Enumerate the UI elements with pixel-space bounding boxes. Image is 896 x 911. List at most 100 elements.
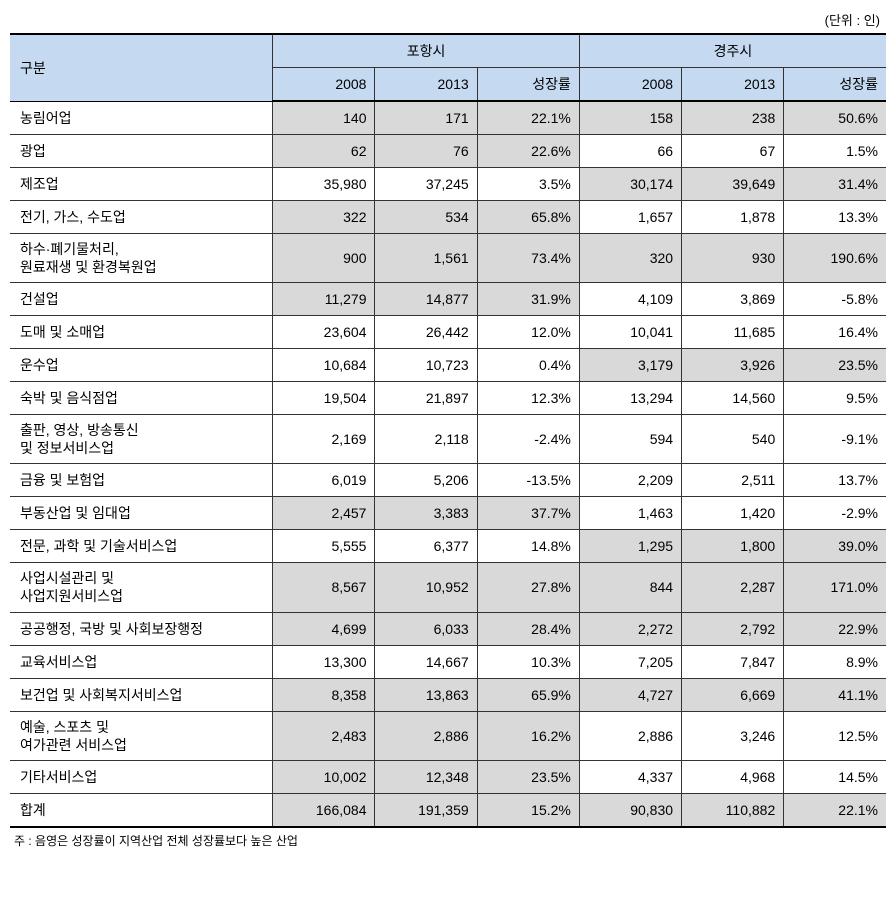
- cell-c2-growth: -2.9%: [784, 497, 886, 530]
- cell-c2-2008: 4,727: [579, 678, 681, 711]
- cell-c1-2008: 2,483: [273, 711, 375, 760]
- cell-c1-2008: 5,555: [273, 530, 375, 563]
- cell-c1-2008: 8,567: [273, 563, 375, 612]
- row-label: 하수·폐기물처리,원료재생 및 환경복원업: [10, 233, 273, 282]
- cell-c1-2013: 191,359: [375, 794, 477, 828]
- cell-c2-2013: 14,560: [682, 381, 784, 414]
- cell-c1-2013: 21,897: [375, 381, 477, 414]
- row-label: 예술, 스포츠 및여가관련 서비스업: [10, 711, 273, 760]
- cell-c2-2013: 238: [682, 101, 784, 134]
- cell-c2-2013: 1,800: [682, 530, 784, 563]
- row-label: 운수업: [10, 348, 273, 381]
- table-row: 전문, 과학 및 기술서비스업5,5556,37714.8%1,2951,800…: [10, 530, 886, 563]
- cell-c1-2008: 140: [273, 101, 375, 134]
- cell-c2-growth: 50.6%: [784, 101, 886, 134]
- cell-c1-2013: 37,245: [375, 167, 477, 200]
- cell-c1-growth: 65.8%: [477, 200, 579, 233]
- cell-c1-2013: 1,561: [375, 233, 477, 282]
- cell-c1-growth: -2.4%: [477, 414, 579, 463]
- cell-c1-2013: 10,952: [375, 563, 477, 612]
- cell-c2-2008: 2,209: [579, 464, 681, 497]
- cell-c1-growth: 12.0%: [477, 315, 579, 348]
- row-label: 광업: [10, 134, 273, 167]
- cell-c2-2013: 4,968: [682, 761, 784, 794]
- cell-c1-growth: 73.4%: [477, 233, 579, 282]
- cell-c2-growth: 171.0%: [784, 563, 886, 612]
- table-row: 금융 및 보험업6,0195,206-13.5%2,2092,51113.7%: [10, 464, 886, 497]
- cell-c1-2013: 6,033: [375, 612, 477, 645]
- cell-c1-2008: 900: [273, 233, 375, 282]
- cell-c2-2013: 3,926: [682, 348, 784, 381]
- cell-c1-growth: 23.5%: [477, 761, 579, 794]
- cell-c1-2008: 8,358: [273, 678, 375, 711]
- cell-c1-growth: 28.4%: [477, 612, 579, 645]
- table-row: 도매 및 소매업23,60426,44212.0%10,04111,68516.…: [10, 315, 886, 348]
- cell-c1-2013: 14,667: [375, 645, 477, 678]
- cell-c2-2013: 3,246: [682, 711, 784, 760]
- row-label: 전문, 과학 및 기술서비스업: [10, 530, 273, 563]
- cell-c1-growth: 37.7%: [477, 497, 579, 530]
- cell-c1-2013: 3,383: [375, 497, 477, 530]
- row-label: 부동산업 및 임대업: [10, 497, 273, 530]
- row-label: 기타서비스업: [10, 761, 273, 794]
- cell-c2-2008: 90,830: [579, 794, 681, 828]
- row-label: 출판, 영상, 방송통신및 정보서비스업: [10, 414, 273, 463]
- table-body: 농림어업14017122.1%15823850.6%광업627622.6%666…: [10, 101, 886, 827]
- row-label: 제조업: [10, 167, 273, 200]
- cell-c2-2008: 1,463: [579, 497, 681, 530]
- cell-c2-2008: 13,294: [579, 381, 681, 414]
- table-row: 사업시설관리 및사업지원서비스업8,56710,95227.8%8442,287…: [10, 563, 886, 612]
- cell-c2-2013: 110,882: [682, 794, 784, 828]
- cell-c2-2013: 540: [682, 414, 784, 463]
- cell-c1-2008: 13,300: [273, 645, 375, 678]
- cell-c2-growth: 9.5%: [784, 381, 886, 414]
- cell-c2-2008: 844: [579, 563, 681, 612]
- cell-c2-2013: 1,420: [682, 497, 784, 530]
- header-c2-growth: 성장률: [784, 68, 886, 102]
- row-label: 공공행정, 국방 및 사회보장행정: [10, 612, 273, 645]
- cell-c2-growth: 13.7%: [784, 464, 886, 497]
- table-row: 농림어업14017122.1%15823850.6%: [10, 101, 886, 134]
- cell-c2-growth: 22.1%: [784, 794, 886, 828]
- cell-c1-2008: 11,279: [273, 282, 375, 315]
- cell-c1-2013: 6,377: [375, 530, 477, 563]
- cell-c2-2013: 1,878: [682, 200, 784, 233]
- row-label: 교육서비스업: [10, 645, 273, 678]
- cell-c2-2008: 10,041: [579, 315, 681, 348]
- cell-c2-2008: 2,886: [579, 711, 681, 760]
- table-row: 예술, 스포츠 및여가관련 서비스업2,4832,88616.2%2,8863,…: [10, 711, 886, 760]
- cell-c2-2008: 4,337: [579, 761, 681, 794]
- table-row: 교육서비스업13,30014,66710.3%7,2057,8478.9%: [10, 645, 886, 678]
- cell-c1-2013: 534: [375, 200, 477, 233]
- cell-c2-growth: -9.1%: [784, 414, 886, 463]
- cell-c2-2013: 6,669: [682, 678, 784, 711]
- header-c1-growth: 성장률: [477, 68, 579, 102]
- cell-c1-2008: 322: [273, 200, 375, 233]
- table-row: 보건업 및 사회복지서비스업8,35813,86365.9%4,7276,669…: [10, 678, 886, 711]
- cell-c1-2013: 14,877: [375, 282, 477, 315]
- cell-c1-2008: 2,169: [273, 414, 375, 463]
- cell-c2-growth: 190.6%: [784, 233, 886, 282]
- cell-c1-2013: 5,206: [375, 464, 477, 497]
- cell-c2-2008: 2,272: [579, 612, 681, 645]
- row-label: 보건업 및 사회복지서비스업: [10, 678, 273, 711]
- cell-c1-2008: 2,457: [273, 497, 375, 530]
- table-row: 운수업10,68410,7230.4%3,1793,92623.5%: [10, 348, 886, 381]
- cell-c2-growth: -5.8%: [784, 282, 886, 315]
- unit-label: (단위 : 인): [10, 10, 886, 29]
- cell-c2-2008: 1,295: [579, 530, 681, 563]
- cell-c1-growth: -13.5%: [477, 464, 579, 497]
- cell-c2-2008: 3,179: [579, 348, 681, 381]
- cell-c1-growth: 22.6%: [477, 134, 579, 167]
- cell-c2-2008: 66: [579, 134, 681, 167]
- table-row: 합계166,084191,35915.2%90,830110,88222.1%: [10, 794, 886, 828]
- cell-c1-2008: 166,084: [273, 794, 375, 828]
- table-row: 전기, 가스, 수도업32253465.8%1,6571,87813.3%: [10, 200, 886, 233]
- cell-c2-2008: 158: [579, 101, 681, 134]
- cell-c2-growth: 23.5%: [784, 348, 886, 381]
- row-label: 금융 및 보험업: [10, 464, 273, 497]
- header-c2-year1: 2008: [579, 68, 681, 102]
- cell-c2-2008: 30,174: [579, 167, 681, 200]
- cell-c1-2008: 6,019: [273, 464, 375, 497]
- cell-c2-2013: 67: [682, 134, 784, 167]
